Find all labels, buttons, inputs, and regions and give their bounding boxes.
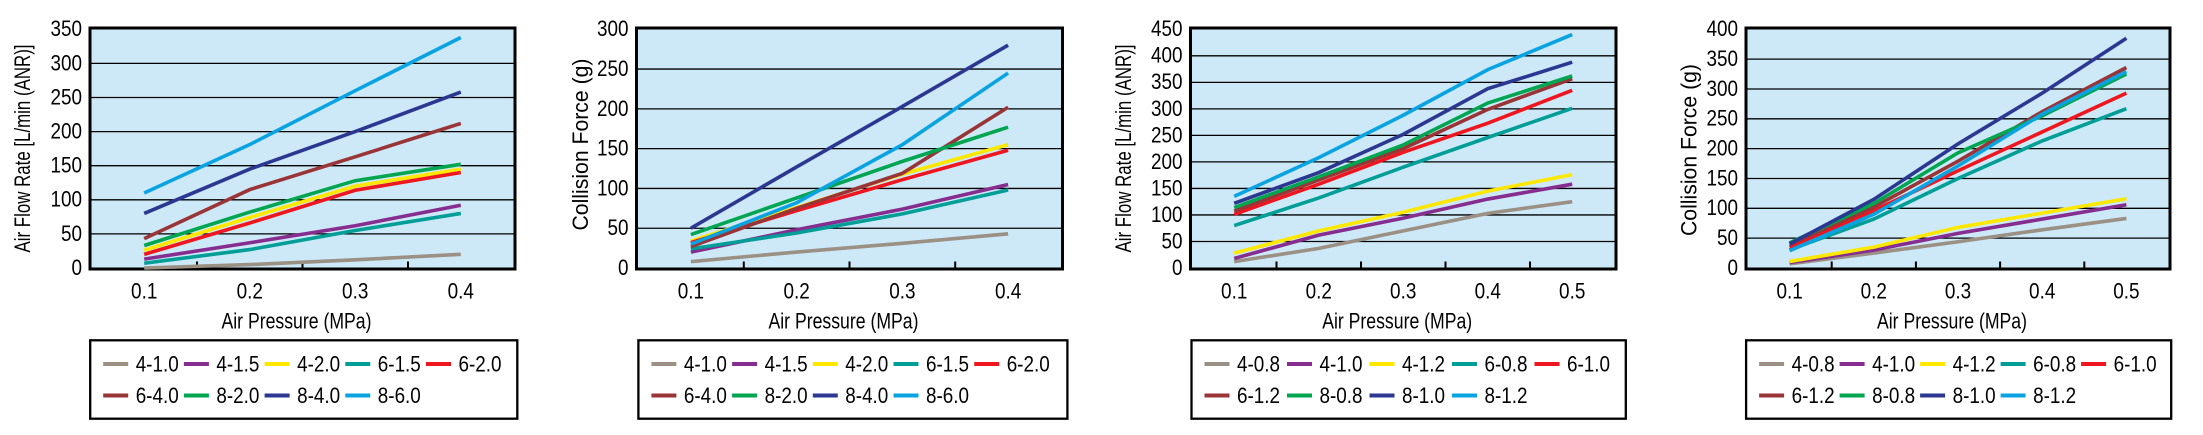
svg-text:4-0.8: 4-0.8 [1237,352,1280,377]
svg-text:4-0.8: 4-0.8 [1792,352,1835,377]
svg-text:200: 200 [597,96,629,121]
svg-text:4-1.2: 4-1.2 [1953,352,1996,377]
svg-text:6-0.8: 6-0.8 [1485,352,1528,377]
svg-text:Air Pressure (MPa): Air Pressure (MPa) [1877,308,2027,333]
svg-text:150: 150 [597,136,629,161]
svg-text:0.4: 0.4 [995,279,1021,304]
svg-text:8-2.0: 8-2.0 [765,383,808,408]
svg-text:4-2.0: 4-2.0 [297,352,340,377]
svg-text:50: 50 [1162,228,1183,253]
svg-text:6-1.0: 6-1.0 [2114,352,2157,377]
svg-text:8-6.0: 8-6.0 [926,383,969,408]
svg-text:8-1.0: 8-1.0 [1402,383,1445,408]
svg-text:8-2.0: 8-2.0 [216,383,259,408]
svg-text:300: 300 [51,50,83,75]
svg-text:0.2: 0.2 [237,279,263,304]
svg-text:0: 0 [1172,255,1183,280]
svg-text:200: 200 [1707,136,1739,161]
svg-text:6-1.0: 6-1.0 [1567,352,1610,377]
svg-text:0.1: 0.1 [1221,279,1247,304]
svg-text:450: 450 [1151,16,1183,41]
svg-text:0: 0 [618,255,629,280]
svg-text:350: 350 [1707,46,1739,71]
svg-text:8-1.2: 8-1.2 [1485,383,1528,408]
svg-text:150: 150 [1707,165,1739,190]
svg-text:400: 400 [1151,43,1183,68]
svg-text:4-1.0: 4-1.0 [1872,352,1915,377]
svg-text:Air Flow Rate [L/min (ANR)]: Air Flow Rate [L/min (ANR)] [10,45,35,253]
svg-text:6-2.0: 6-2.0 [459,352,502,377]
svg-text:0.4: 0.4 [2029,279,2055,304]
svg-text:350: 350 [51,16,83,41]
svg-text:Collision Force (g): Collision Force (g) [1677,64,1702,236]
svg-text:Air Flow Rate [L/min (ANR)]: Air Flow Rate [L/min (ANR)] [1111,45,1136,253]
svg-text:250: 250 [1707,106,1739,131]
svg-text:0.2: 0.2 [1306,279,1332,304]
svg-text:0.1: 0.1 [678,279,704,304]
svg-text:250: 250 [1151,122,1183,147]
svg-text:50: 50 [608,215,629,240]
svg-text:4-1.0: 4-1.0 [684,352,727,377]
svg-text:0.2: 0.2 [783,279,809,304]
svg-text:4-1.0: 4-1.0 [1320,352,1363,377]
svg-text:0: 0 [72,255,83,280]
svg-text:250: 250 [597,56,629,81]
svg-text:6-4.0: 6-4.0 [136,383,179,408]
svg-text:400: 400 [1707,16,1739,41]
svg-text:4-1.5: 4-1.5 [765,352,808,377]
svg-text:8-4.0: 8-4.0 [297,383,340,408]
svg-text:100: 100 [51,187,83,212]
svg-text:0.5: 0.5 [2113,279,2139,304]
svg-text:8-0.8: 8-0.8 [1872,383,1915,408]
svg-text:6-2.0: 6-2.0 [1007,352,1050,377]
svg-text:200: 200 [1151,149,1183,174]
svg-text:4-1.0: 4-1.0 [136,352,179,377]
svg-text:100: 100 [1707,195,1739,220]
svg-text:6-0.8: 6-0.8 [2033,352,2076,377]
svg-text:6-1.5: 6-1.5 [378,352,421,377]
svg-text:8-1.2: 8-1.2 [2033,383,2076,408]
svg-text:6-1.5: 6-1.5 [926,352,969,377]
svg-text:8-6.0: 8-6.0 [378,383,421,408]
svg-text:0.4: 0.4 [448,279,474,304]
svg-text:300: 300 [1707,76,1739,101]
svg-text:350: 350 [1151,69,1183,94]
svg-text:6-4.0: 6-4.0 [684,383,727,408]
svg-text:0.3: 0.3 [1945,279,1971,304]
svg-text:100: 100 [597,175,629,200]
svg-text:0.3: 0.3 [342,279,368,304]
svg-text:150: 150 [1151,175,1183,200]
svg-text:Air Pressure (MPa): Air Pressure (MPa) [1322,308,1472,333]
svg-text:8-4.0: 8-4.0 [845,383,888,408]
svg-text:0.5: 0.5 [1559,279,1585,304]
svg-text:0.4: 0.4 [1475,279,1501,304]
svg-text:0.3: 0.3 [1390,279,1416,304]
svg-text:150: 150 [51,153,83,178]
svg-text:50: 50 [61,221,82,246]
svg-text:0.3: 0.3 [889,279,915,304]
svg-text:0.1: 0.1 [1776,279,1802,304]
svg-text:4-1.2: 4-1.2 [1402,352,1445,377]
svg-text:0.1: 0.1 [131,279,157,304]
svg-text:100: 100 [1151,202,1183,227]
svg-text:6-1.2: 6-1.2 [1237,383,1280,408]
svg-text:300: 300 [597,16,629,41]
svg-text:0.2: 0.2 [1861,279,1887,304]
svg-text:Collision Force (g): Collision Force (g) [568,59,593,231]
svg-text:4-2.0: 4-2.0 [845,352,888,377]
svg-text:0: 0 [1728,255,1739,280]
svg-text:300: 300 [1151,96,1183,121]
svg-text:8-1.0: 8-1.0 [1953,383,1996,408]
svg-text:250: 250 [51,84,83,109]
svg-text:6-1.2: 6-1.2 [1792,383,1835,408]
svg-text:Air Pressure (MPa): Air Pressure (MPa) [769,308,919,333]
svg-text:8-0.8: 8-0.8 [1320,383,1363,408]
svg-text:200: 200 [51,119,83,144]
svg-text:Air Pressure (MPa): Air Pressure (MPa) [222,308,372,333]
svg-text:50: 50 [1717,225,1738,250]
svg-text:4-1.5: 4-1.5 [216,352,259,377]
